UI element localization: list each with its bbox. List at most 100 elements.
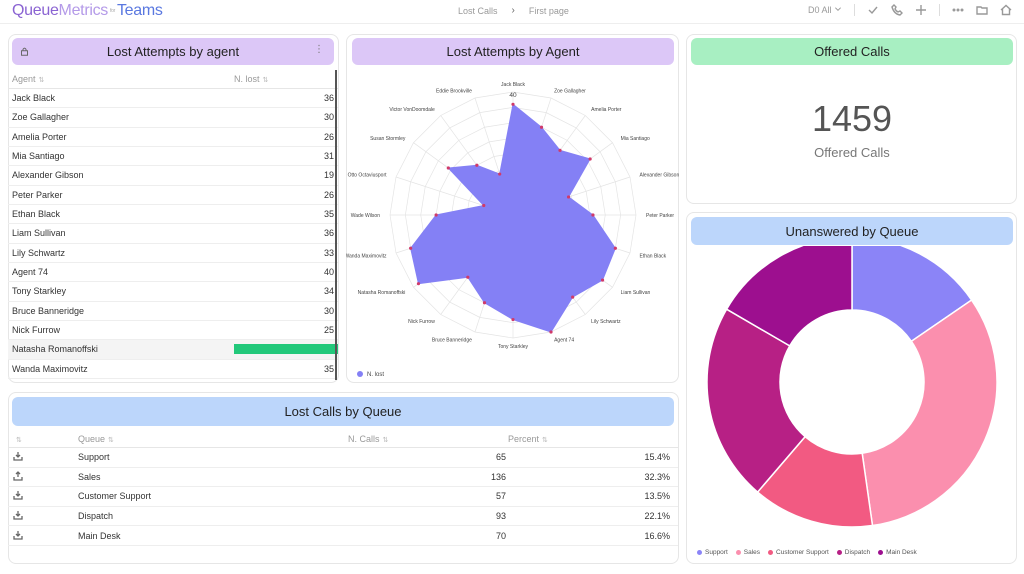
- radar-category-label: Susan Stormley: [370, 136, 406, 142]
- table-row[interactable]: Sales 136 32.3%: [8, 468, 678, 488]
- sort-icon: ⇅: [16, 436, 22, 444]
- download-icon[interactable]: [13, 530, 23, 540]
- radar-legend-swatch: [357, 371, 363, 377]
- download-icon[interactable]: [13, 510, 23, 520]
- percent-cell: 13.5%: [644, 491, 670, 502]
- check-icon[interactable]: [867, 4, 879, 16]
- breadcrumb-lost-calls[interactable]: Lost Calls: [458, 6, 498, 16]
- radar-point: [416, 282, 421, 286]
- radar-point: [409, 246, 413, 250]
- queue-table-header: ⇅ Queue ⇅ N. Calls ⇅ Percent ⇅: [8, 430, 678, 448]
- radar-category-label: Peter Parker: [646, 213, 674, 219]
- brand-logo[interactable]: QueueMetrics for Teams: [12, 2, 163, 20]
- brand-for: for: [110, 7, 115, 14]
- radar-point: [511, 102, 515, 106]
- radar-point: [566, 195, 571, 199]
- lock-icon[interactable]: [20, 47, 29, 56]
- col-queue-header[interactable]: Queue ⇅: [78, 434, 348, 444]
- folder-icon[interactable]: [976, 4, 988, 16]
- agent-cell: Lily Schwartz: [12, 247, 66, 258]
- queue-cell: Dispatch: [78, 511, 114, 522]
- table-row[interactable]: Support 65 15.4%: [8, 448, 678, 468]
- table-row[interactable]: Jack Black 36: [8, 89, 338, 109]
- radar-point: [446, 166, 450, 170]
- table-row-highlighted[interactable]: Natasha Romanoffski 38: [8, 340, 338, 360]
- donut-legend-item[interactable]: Support: [697, 549, 728, 556]
- download-icon[interactable]: [13, 490, 23, 501]
- table-row[interactable]: Alexander Gibson 19: [8, 166, 338, 186]
- table-row[interactable]: Customer Support 57 13.5%: [8, 487, 678, 507]
- col-lost-label: N. lost: [234, 74, 260, 84]
- radar-point: [588, 157, 592, 161]
- percent-cell: 16.6%: [644, 530, 670, 541]
- table-row[interactable]: Main Desk 70 16.6%: [8, 526, 678, 546]
- table-row[interactable]: Lily Schwartz 33: [8, 244, 338, 263]
- filter-dropdown[interactable]: D0 All: [808, 5, 842, 15]
- agent-cell: Zoe Gallagher: [12, 112, 70, 123]
- donut-chart: [706, 246, 998, 528]
- table-row[interactable]: Dispatch 93 22.1%: [8, 507, 678, 527]
- table-row[interactable]: Tony Starkley 34: [8, 282, 338, 302]
- calls-cell: 57: [495, 491, 506, 502]
- radar-point: [466, 275, 470, 279]
- donut-slice: [861, 298, 998, 527]
- table-row[interactable]: Mia Santiago 31: [8, 147, 338, 167]
- upload-icon[interactable]: [13, 470, 23, 481]
- col-agent-header[interactable]: Agent ⇅: [12, 74, 234, 84]
- col-lost-header[interactable]: N. lost ⇅: [234, 74, 268, 84]
- phone-icon[interactable]: [891, 4, 903, 16]
- plus-icon[interactable]: [915, 4, 927, 16]
- table-row[interactable]: Bruce Banneridge 30: [8, 302, 338, 321]
- table-row[interactable]: Zoe Gallagher 30: [8, 108, 338, 128]
- lost-cell: 30: [323, 112, 334, 123]
- breadcrumb-first-page[interactable]: First page: [528, 6, 569, 16]
- queue-cell: Customer Support: [78, 491, 152, 502]
- calls-cell: 65: [495, 452, 506, 463]
- radar-chart: 40 Jack Black Zoe Gallagher Amelia Porter Mi…: [346, 82, 679, 378]
- agent-cell: Agent 74: [12, 267, 49, 278]
- radar-point: [511, 317, 515, 322]
- agent-cell: Jack Black: [12, 93, 56, 104]
- home-icon[interactable]: [1000, 4, 1012, 16]
- donut-legend-item[interactable]: Dispatch: [836, 549, 871, 556]
- col-percent-header[interactable]: Percent ⇅: [508, 434, 674, 444]
- queue-cell: Main Desk: [78, 530, 121, 541]
- radar-category-label: Wanda Maximovitz: [346, 253, 387, 259]
- radar-category-label: Victor VonDoomdale: [389, 107, 435, 113]
- brand-part2: Metrics: [58, 2, 109, 19]
- table-row[interactable]: Nick Furrow 25: [8, 321, 338, 341]
- radar-category-label: Zoe Gallagher: [554, 88, 586, 94]
- radar-category-label: Natasha Romanoffski: [358, 290, 406, 296]
- brand-part3: Teams: [116, 2, 163, 19]
- col-icon-header[interactable]: ⇅: [8, 434, 78, 444]
- radar-category-label: Otto Octaviusport: [348, 173, 388, 179]
- donut-legend-swatch: [768, 550, 774, 555]
- agents-table-header: Agent ⇅ N. lost ⇅: [8, 70, 338, 89]
- radar-point: [498, 172, 502, 176]
- radar-category-label: Tony Starkley: [498, 344, 529, 350]
- donut-slice: [706, 308, 807, 494]
- breadcrumb-separator: ›: [511, 5, 515, 16]
- table-row[interactable]: Peter Parker 26: [8, 186, 338, 205]
- table-row[interactable]: Wanda Maximovitz 35: [8, 360, 338, 379]
- donut-legend-label: Sales: [743, 549, 761, 556]
- calls-cell: 136: [490, 471, 506, 482]
- table-row[interactable]: Liam Sullivan 36: [8, 224, 338, 244]
- more-icon[interactable]: [952, 4, 964, 16]
- donut-legend-item[interactable]: Sales: [735, 549, 761, 556]
- donut-legend-item[interactable]: Customer Support: [768, 549, 829, 556]
- col-calls-label: N. Calls: [348, 433, 380, 444]
- donut-legend-swatch: [836, 550, 842, 555]
- kebab-menu-icon[interactable]: ⋮: [314, 44, 324, 55]
- download-icon[interactable]: [13, 451, 23, 461]
- table-row[interactable]: Ethan Black 35: [8, 205, 338, 225]
- table-row[interactable]: Amelia Porter 26: [8, 128, 338, 147]
- table-row[interactable]: Agent 74 40: [8, 263, 338, 283]
- col-agent-label: Agent: [12, 74, 36, 84]
- agents-table-scrollbar[interactable]: [335, 70, 337, 380]
- col-calls-header[interactable]: N. Calls ⇅: [348, 434, 508, 444]
- donut-legend-label: Dispatch: [844, 549, 871, 556]
- donut-legend-item[interactable]: Main Desk: [878, 549, 917, 556]
- agents-card: [8, 34, 339, 383]
- sort-icon: ⇅: [542, 436, 548, 444]
